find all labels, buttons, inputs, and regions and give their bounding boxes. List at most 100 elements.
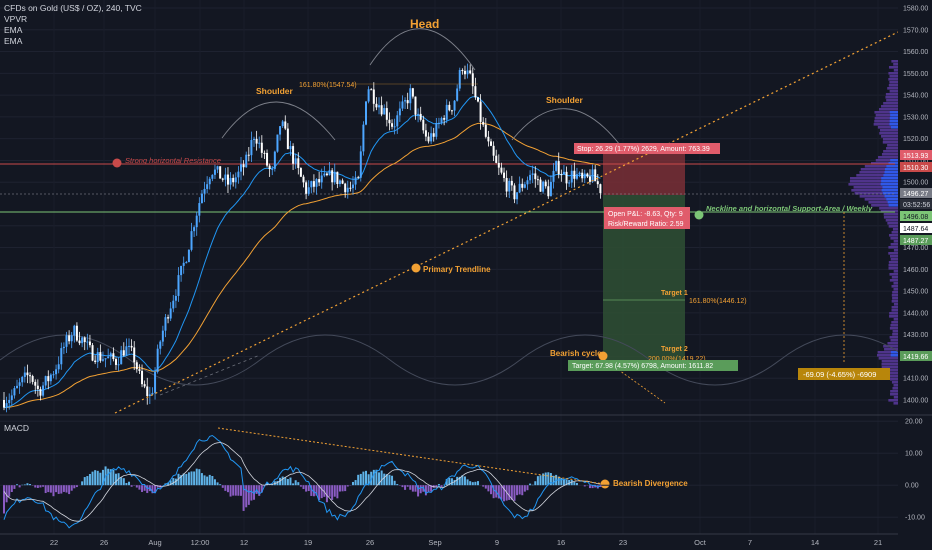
symbol-line[interactable]: CFDs on Gold (US$ / OZ), 240, TVC <box>4 3 142 13</box>
risk-reward-label[interactable]: Risk/Reward Ratio: 2.59 <box>608 221 684 228</box>
candle-body <box>36 385 39 389</box>
macd-tick-label: -10.00 <box>905 515 925 522</box>
head-arc <box>369 28 476 71</box>
badge-1510: 1510.30 <box>903 165 928 172</box>
candle-body <box>44 376 47 386</box>
candle-body <box>518 183 521 193</box>
candle-body <box>253 138 256 140</box>
candle-body <box>34 381 37 386</box>
y-tick-label: 1430.00 <box>903 332 928 339</box>
candle-body <box>284 121 287 129</box>
candle-body <box>430 133 433 142</box>
candle-body <box>362 124 365 152</box>
candle-body <box>349 187 352 189</box>
candle-body <box>114 359 117 365</box>
candle-body <box>271 168 274 170</box>
candle-body <box>276 134 279 152</box>
candle-body <box>190 231 193 250</box>
y-tick-label: 1550.00 <box>903 71 928 78</box>
candle-body <box>555 161 558 171</box>
candle-body <box>263 152 266 154</box>
candle-body <box>391 123 394 127</box>
primary-trendline[interactable] <box>114 31 899 414</box>
y-tick-label: 1580.00 <box>903 6 928 13</box>
macd-label[interactable]: MACD <box>4 423 30 433</box>
candle-body <box>354 177 357 185</box>
candle-body <box>172 300 175 309</box>
candle-body <box>21 376 24 383</box>
candle-body <box>411 88 414 97</box>
candle-body <box>8 399 11 404</box>
time-axis[interactable]: 22 26 Aug 12:00 12 19 26 Sep 9 16 23 Oct 7 14 21 <box>50 538 882 547</box>
candle-body <box>10 395 13 400</box>
pl-label-bg <box>604 207 690 229</box>
candle-body <box>484 124 487 137</box>
indicator-ema-2[interactable]: EMA <box>4 36 23 46</box>
divergence-dot[interactable] <box>600 479 610 489</box>
target1-fib-label: 161.80%(1446.12) <box>689 298 747 305</box>
indicator-ema-1[interactable]: EMA <box>4 25 23 35</box>
candle-body <box>245 154 248 168</box>
neckline-dot[interactable] <box>694 210 704 220</box>
right-shoulder-label: Shoulder <box>546 95 584 105</box>
candle-body <box>456 88 459 101</box>
candle-body <box>180 265 183 276</box>
target-label[interactable]: Target: 67.98 (4.57%) 6798, Amount: 1611… <box>572 363 713 370</box>
candle-body <box>91 345 94 361</box>
badge-1487b: 1487.27 <box>903 238 928 245</box>
candle-body <box>419 113 422 120</box>
stop-label[interactable]: Stop: 26.29 (1.77%) 2629, Amount: 763.39 <box>577 146 710 153</box>
candle-body <box>586 173 589 177</box>
x-tick-label: 14 <box>811 538 819 547</box>
candle-body <box>122 350 125 356</box>
candle-body <box>62 346 65 349</box>
candle-body <box>60 348 63 365</box>
candle-body <box>128 345 131 347</box>
macd-tick-label: 20.00 <box>905 419 923 426</box>
candle-body <box>164 317 167 331</box>
x-tick-label: 19 <box>304 538 312 547</box>
measure-label-bg <box>798 368 890 380</box>
bearish-cycle-dot[interactable] <box>598 351 608 361</box>
x-tick-label: 23 <box>619 538 627 547</box>
trendline-dot[interactable] <box>411 263 421 273</box>
candle-body <box>130 345 133 348</box>
macd-pane <box>0 420 898 529</box>
candle-body <box>583 173 586 179</box>
candle-body <box>226 174 229 185</box>
candle-body <box>351 184 354 189</box>
candle-body <box>448 104 451 111</box>
candle-body <box>203 188 206 194</box>
indicator-vpvr[interactable]: VPVR <box>4 14 28 24</box>
stop-zone[interactable] <box>603 152 685 195</box>
y-tick-label: 1540.00 <box>903 93 928 100</box>
candle-body <box>495 155 498 163</box>
candle-body <box>294 158 297 164</box>
candle-body <box>508 180 511 192</box>
stop-label-bg <box>574 143 720 154</box>
candle-body <box>414 96 417 115</box>
candle-body <box>557 161 560 175</box>
candle-body <box>42 385 45 396</box>
candle-body <box>359 151 362 178</box>
chart-legend: CFDs on Gold (US$ / OZ), 240, TVC VPVR E… <box>4 3 142 47</box>
resistance-dot[interactable] <box>112 158 122 168</box>
grid <box>0 7 898 401</box>
candle-body <box>167 317 170 319</box>
candle-body <box>323 173 326 176</box>
candle-body <box>224 174 227 180</box>
candle-body <box>117 364 120 366</box>
candle-body <box>500 167 503 173</box>
candle-body <box>307 187 310 194</box>
open-pl-label[interactable]: Open P&L: -8.63, Qty: 9 <box>608 211 683 218</box>
candle-body <box>312 181 315 187</box>
candle-body <box>469 70 472 74</box>
y-tick-label: 1440.00 <box>903 310 928 317</box>
candle-body <box>268 165 271 170</box>
x-tick-label: 12:00 <box>191 538 210 547</box>
candle-body <box>104 358 107 360</box>
candle-body <box>200 193 203 204</box>
candle-body <box>346 187 349 193</box>
